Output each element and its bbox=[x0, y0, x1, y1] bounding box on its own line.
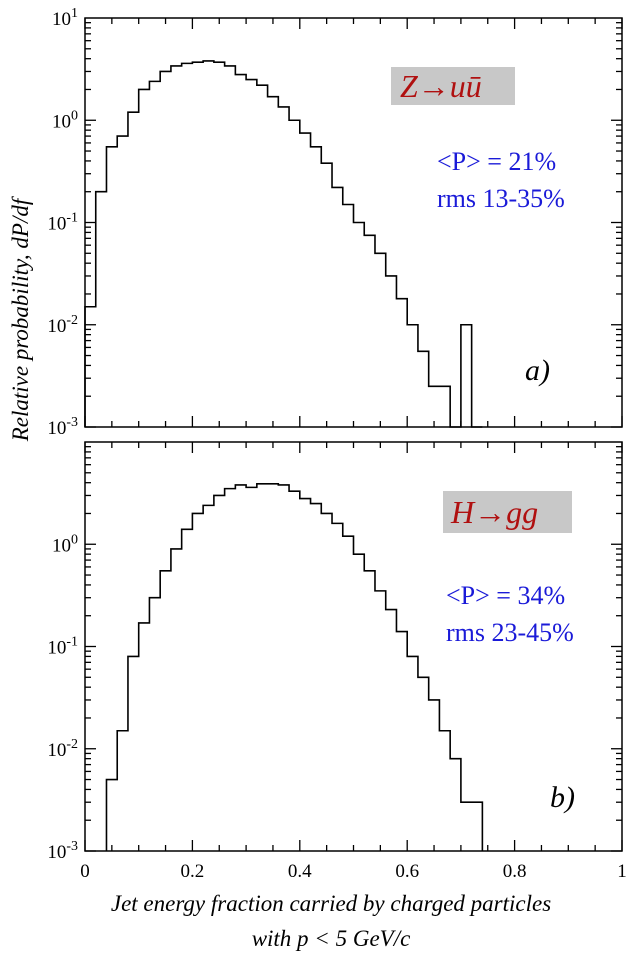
panel-a-ticks bbox=[84, 18, 623, 428]
panel-b-y-tick-label: 10-2 bbox=[47, 737, 78, 761]
x-tick-label: 0.4 bbox=[288, 861, 312, 882]
panel-b-ticks bbox=[84, 442, 623, 852]
y-axis-label: Relative probability, dP/df bbox=[8, 195, 33, 442]
x-axis-label-line2: with p < 5 GeV/c bbox=[252, 926, 411, 951]
panel-a-mean-label: <P> = 21% bbox=[437, 147, 556, 176]
panel-b-y-tick-label: 10-1 bbox=[47, 635, 78, 659]
panel-a-rms-label: rms 13-35% bbox=[437, 184, 565, 213]
panel-a-tag: a) bbox=[525, 354, 550, 387]
panel-b-y-tick-labels: 100 10-1 10-2 10-3 bbox=[47, 532, 78, 863]
panel-b-histogram bbox=[105, 483, 484, 851]
panel-a-y-tick-label: 10-2 bbox=[47, 313, 78, 337]
panel-b-mean-label: <P> = 34% bbox=[446, 581, 565, 610]
x-tick-label: 0.8 bbox=[503, 861, 527, 882]
panel-b-y-tick-label: 100 bbox=[52, 532, 78, 556]
panel-a-process-box bbox=[391, 67, 515, 105]
panel-a-y-tick-label: 10-1 bbox=[47, 211, 78, 235]
panel-a-y-tick-label: 10-3 bbox=[47, 415, 78, 439]
panel-a-histogram bbox=[84, 60, 483, 428]
x-tick-label: 0 bbox=[80, 861, 90, 882]
panel-a-y-tick-label: 100 bbox=[52, 108, 78, 132]
x-axis-label-line1: Jet energy fraction carried by charged p… bbox=[111, 891, 551, 916]
x-tick-label: 1 bbox=[617, 861, 627, 882]
panel-a: 101 100 10-1 10-2 10-3 Z→uū <P> = 21% rms 13… bbox=[47, 6, 623, 439]
panel-b-process-box bbox=[443, 491, 572, 533]
panel-b: 100 10-1 10-2 10-3 H→gg <P> = 34% rms 23-45… bbox=[47, 441, 627, 882]
panel-b-process-label: H→gg bbox=[450, 494, 538, 530]
panel-a-process-label: Z→uū bbox=[400, 68, 482, 104]
panel-a-y-tick-labels: 101 100 10-1 10-2 10-3 bbox=[47, 6, 78, 439]
panel-a-y-tick-label: 101 bbox=[52, 6, 78, 30]
panel-b-y-tick-label: 10-3 bbox=[47, 839, 78, 863]
panel-b-rms-label: rms 23-45% bbox=[446, 618, 574, 647]
x-tick-label: 0.6 bbox=[395, 861, 419, 882]
panel-b-tag: b) bbox=[550, 781, 575, 814]
x-tick-label: 0.2 bbox=[181, 861, 205, 882]
x-tick-labels: 0 0.2 0.4 0.6 0.8 1 bbox=[80, 861, 627, 882]
